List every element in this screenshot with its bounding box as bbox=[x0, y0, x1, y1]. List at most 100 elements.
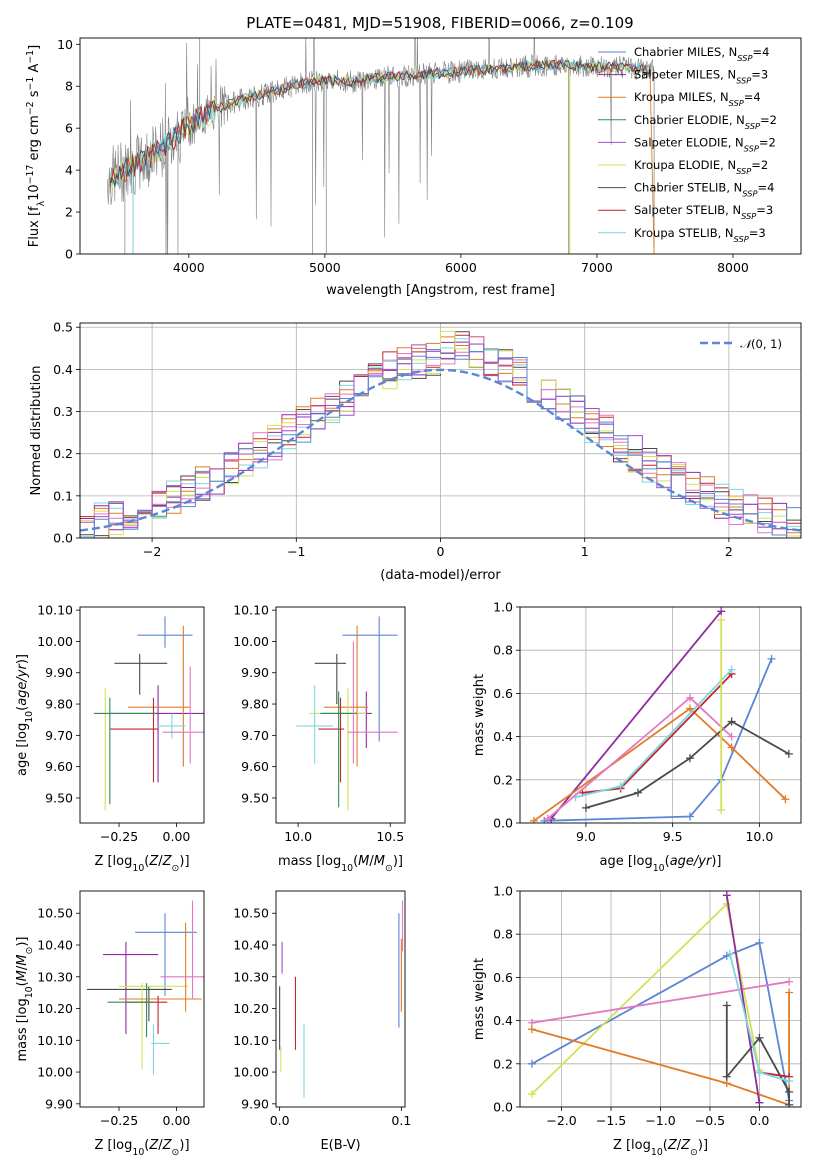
weight-series bbox=[547, 607, 726, 823]
normal-curve bbox=[80, 368, 801, 532]
x-tick-label: 10.5 bbox=[376, 829, 404, 844]
weight-marker bbox=[685, 812, 694, 821]
weight-marker bbox=[727, 743, 736, 752]
weight-line bbox=[585, 720, 790, 809]
weight-series bbox=[543, 693, 736, 823]
y-tick-label: 10.50 bbox=[233, 906, 269, 921]
errorbar-point bbox=[100, 688, 129, 811]
x-tick-label: −1.0 bbox=[645, 1113, 675, 1128]
legend-label: 𝒩(0, 1) bbox=[740, 337, 782, 351]
errorbar-point bbox=[102, 941, 159, 1034]
y-tick-label: 10.40 bbox=[233, 938, 269, 953]
y-tick-label: 10.50 bbox=[37, 906, 73, 921]
y-tick-label: 0.2 bbox=[53, 446, 73, 461]
y-tick-label: 1.0 bbox=[493, 600, 513, 615]
errorbar-point bbox=[158, 713, 186, 739]
legend-label: Chabrier STELIB, NSSP=4 bbox=[634, 181, 774, 199]
errorbar-point bbox=[86, 986, 172, 1022]
y-tick-label: 0.6 bbox=[493, 970, 513, 985]
weight-series bbox=[527, 899, 764, 1099]
y-tick-label: 0.1 bbox=[53, 488, 73, 503]
errorbar-point bbox=[322, 691, 372, 748]
weight-series bbox=[722, 1001, 794, 1107]
figure-title: PLATE=0481, MJD=51908, FIBERID=0066, z=0… bbox=[246, 14, 633, 32]
y-axis-label: Normed distribution bbox=[29, 366, 44, 496]
weight-marker bbox=[722, 891, 731, 900]
weight-marker bbox=[785, 1087, 794, 1096]
y-tick-label: 10 bbox=[57, 37, 73, 52]
axes-frame bbox=[275, 890, 406, 1108]
y-tick-label: 10.00 bbox=[233, 634, 269, 649]
plot-area bbox=[520, 891, 801, 1107]
y-tick-label: 9.80 bbox=[241, 697, 269, 712]
weight-line bbox=[531, 941, 790, 1101]
weight-line bbox=[575, 668, 733, 798]
y-tick-label: 2 bbox=[65, 205, 73, 220]
weight-marker bbox=[685, 704, 694, 713]
weight-marker bbox=[717, 806, 726, 815]
weight-series bbox=[725, 949, 794, 1086]
y-tick-label: 10.30 bbox=[233, 969, 269, 984]
errorbar-point bbox=[347, 641, 398, 764]
errorbar-point bbox=[128, 625, 191, 767]
errorbar-point bbox=[93, 697, 156, 805]
y-tick-label: 10.30 bbox=[37, 969, 73, 984]
weight-marker bbox=[685, 693, 694, 702]
model-spectrum bbox=[109, 59, 651, 189]
errorbar-point bbox=[107, 983, 154, 1038]
axes-frame bbox=[519, 606, 802, 824]
x-axis-label: Z [log10(Z/Z⊙)] bbox=[94, 854, 189, 874]
weight-line bbox=[533, 707, 787, 822]
weight-marker bbox=[527, 1090, 536, 1099]
weight-marker bbox=[767, 654, 776, 663]
chart-mass-age: 10.0 10.5 9.50 9.60 9.70 9.80 9.90 10.00 10.10 ma… bbox=[233, 603, 406, 874]
errorbar-point bbox=[109, 697, 159, 783]
y-axis-label: Flux [fλ10−17 erg cm−2 s−1 A−1] bbox=[25, 45, 47, 247]
weight-marker bbox=[727, 665, 736, 674]
weight-marker bbox=[755, 1033, 764, 1042]
weight-marker bbox=[616, 782, 625, 791]
weight-marker bbox=[527, 1025, 536, 1034]
errorbar-point bbox=[342, 616, 398, 742]
weight-marker bbox=[527, 1059, 536, 1068]
weight-marker bbox=[722, 1001, 731, 1010]
weight-marker bbox=[784, 749, 793, 758]
y-tick-label: 9.90 bbox=[45, 665, 73, 680]
x-tick-label: 2 bbox=[725, 544, 733, 559]
weight-marker bbox=[755, 1098, 764, 1107]
x-axis-label: (data-model)/error bbox=[380, 568, 501, 583]
y-tick-label: 10.10 bbox=[233, 1033, 269, 1048]
y-tick-label: 9.70 bbox=[45, 728, 73, 743]
plot-area bbox=[86, 900, 204, 1076]
y-tick-label: 10.10 bbox=[37, 603, 73, 618]
weight-line bbox=[544, 658, 773, 822]
weight-marker bbox=[781, 795, 790, 804]
plot-area bbox=[520, 607, 801, 823]
plot-area bbox=[93, 616, 204, 811]
errorbar-point bbox=[135, 913, 198, 996]
x-tick-label: −1 bbox=[287, 544, 305, 559]
weight-line bbox=[531, 980, 790, 1024]
weight-series bbox=[571, 665, 736, 802]
y-tick-label: 9.60 bbox=[45, 759, 73, 774]
y-tick-label: 0.3 bbox=[53, 404, 73, 419]
weight-series bbox=[717, 615, 726, 815]
x-tick-label: −2 bbox=[143, 544, 161, 559]
chart-Z-age: −0.25 0.00 9.50 9.60 9.70 9.80 9.90 10.00 10.10 Z… bbox=[15, 603, 205, 874]
legend-label: Kroupa MILES, NSSP=4 bbox=[634, 90, 761, 108]
plot-area bbox=[106, 38, 655, 254]
x-tick-label: 0.00 bbox=[163, 1113, 191, 1128]
x-tick-label: −1.5 bbox=[596, 1113, 626, 1128]
y-tick-label: 9.70 bbox=[241, 728, 269, 743]
weight-marker bbox=[722, 899, 731, 908]
weight-series bbox=[722, 891, 764, 1107]
x-tick-label: 10.0 bbox=[284, 829, 312, 844]
errorbar-point bbox=[320, 691, 358, 808]
legend-label: Kroupa ELODIE, NSSP=2 bbox=[634, 158, 768, 176]
axes-frame bbox=[275, 606, 406, 824]
weight-line bbox=[725, 895, 761, 1103]
x-tick-label: 8000 bbox=[717, 260, 749, 275]
y-axis-label: mass [log10(M/M⊙)] bbox=[15, 937, 35, 1062]
errorbar-point bbox=[160, 900, 204, 999]
